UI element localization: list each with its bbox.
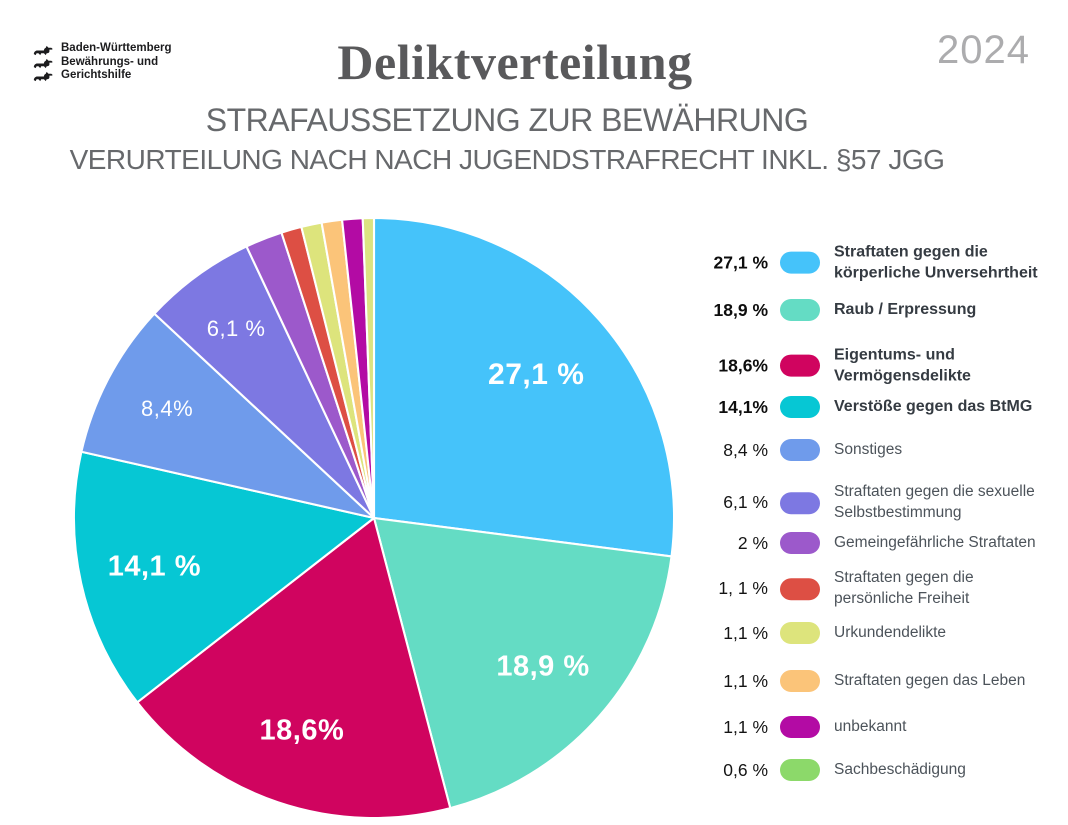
legend-label: Gemeingefährliche Straftaten [834, 533, 1036, 551]
legend-value: 1, 1 % [718, 578, 768, 599]
pie-slice-label: 18,9 % [496, 650, 590, 683]
legend-label: Straftaten gegen die körperliche Unverse… [834, 243, 1038, 282]
pie-chart [72, 216, 676, 819]
logo-line-3: Gerichtshilfe [61, 69, 132, 81]
legend-label: Straftaten gegen die sexuelle Selbstbest… [834, 483, 1035, 521]
legend-row: 8,4 % Sonstiges [698, 439, 1062, 461]
legend-row: 6,1 % Straftaten gegen die sexuelle Selbs… [698, 482, 1062, 524]
legend-value: 0,6 % [723, 759, 768, 780]
pie-slice [80, 312, 376, 520]
logo-line-1: Baden-Württemberg [61, 42, 172, 54]
lion-icon [33, 45, 53, 56]
legend-row: 1,1 % Straftaten gegen das Leben [698, 670, 1062, 692]
legend-label: Sachbeschädigung [834, 760, 966, 778]
legend-row: 1,1 % Urkundendelikte [698, 622, 1062, 644]
pie-slice [372, 516, 673, 810]
legend-label: Straftaten gegen die persönliche Freihei… [834, 569, 974, 607]
legend-color-chip [780, 252, 820, 274]
legend-value: 18,6% [718, 355, 768, 376]
subtitle-2: VERURTEILUNG NACH NACH JUGENDSTRAFRECHT … [69, 144, 945, 175]
legend-row: 1, 1 % Straftaten gegen die persönliche F… [698, 568, 1062, 610]
legend-color-chip [780, 578, 820, 600]
legend-value: 27,1 % [713, 252, 768, 273]
legend-value: 8,4 % [723, 439, 768, 460]
pie-slice-label: 14,1 % [107, 550, 202, 583]
logo: Baden-Württemberg Bewährungs- und Gerich… [32, 42, 172, 83]
legend-label: Straftaten gegen das Leben [834, 671, 1026, 689]
legend-color-chip [780, 622, 820, 644]
coat-of-arms-lions [32, 42, 54, 82]
legend-row: 18,9 % Raub / Erpressung [698, 299, 1062, 321]
pie-slice-label: 8,4% [141, 395, 194, 421]
legend-value: 2 % [737, 532, 768, 553]
legend-color-chip [780, 299, 820, 321]
pie-slice-label: 18,6% [259, 714, 345, 747]
legend-label: unbekannt [834, 717, 907, 735]
legend-label: Sonstiges [834, 440, 903, 458]
legend-color-chip [780, 532, 820, 554]
year-label: 2024 [937, 28, 1030, 72]
legend-label: Raub / Erpressung [834, 301, 977, 319]
legend-color-chip [780, 355, 820, 377]
legend-color-chip [780, 396, 820, 418]
legend-color-chip [780, 439, 820, 461]
lion-icon [33, 58, 53, 69]
legend-row: 14,1% Verstöße gegen das BtMG [698, 396, 1062, 418]
pie-slice [372, 216, 676, 558]
legend-color-chip [780, 759, 820, 781]
legend-label: Verstöße gegen das BtMG [834, 398, 1033, 416]
legend-row: 18,6% Eigentums- und Vermögensdelikte [698, 345, 1062, 388]
legend-color-chip [780, 492, 820, 514]
pie-slice [136, 516, 452, 819]
legend-value: 6,1 % [723, 492, 768, 513]
legend-row: 0,6 % Sachbeschädigung [698, 759, 1062, 781]
legend-label: Eigentums- und Vermögensdelikte [834, 346, 971, 385]
pie-slice [72, 450, 376, 704]
logo-line-2: Bewährungs- und [61, 55, 159, 68]
page-title: Deliktverteilung [337, 34, 693, 90]
lion-icon [33, 71, 53, 82]
legend-value: 18,9 % [713, 299, 768, 320]
logo-text: Baden-Württemberg Bewährungs- und Gerich… [61, 42, 172, 83]
legend-row: 2 % Gemeingefährliche Straftaten [698, 532, 1062, 554]
legend-row: 27,1 % Straftaten gegen die körperliche U… [698, 242, 1062, 285]
legend-color-chip [780, 716, 820, 738]
pie-slice [361, 216, 376, 520]
pie-slice-label: 27,1 % [488, 358, 585, 392]
legend-value: 1,1 % [723, 670, 768, 691]
pie-slice-label: 6,1 % [206, 315, 266, 341]
legend-value: 14,1% [718, 396, 768, 417]
legend-row: 1,1 % unbekannt [698, 716, 1062, 738]
legend-value: 1,1 % [723, 622, 768, 643]
legend-label: Urkundendelikte [834, 623, 947, 641]
subtitle-1: STRAFAUSSETZUNG ZUR BEWÄHRUNG [205, 102, 809, 138]
legend: 27,1 % Straftaten gegen die körperliche U… [698, 0, 1062, 825]
legend-color-chip [780, 670, 820, 692]
legend-value: 1,1 % [723, 716, 768, 737]
